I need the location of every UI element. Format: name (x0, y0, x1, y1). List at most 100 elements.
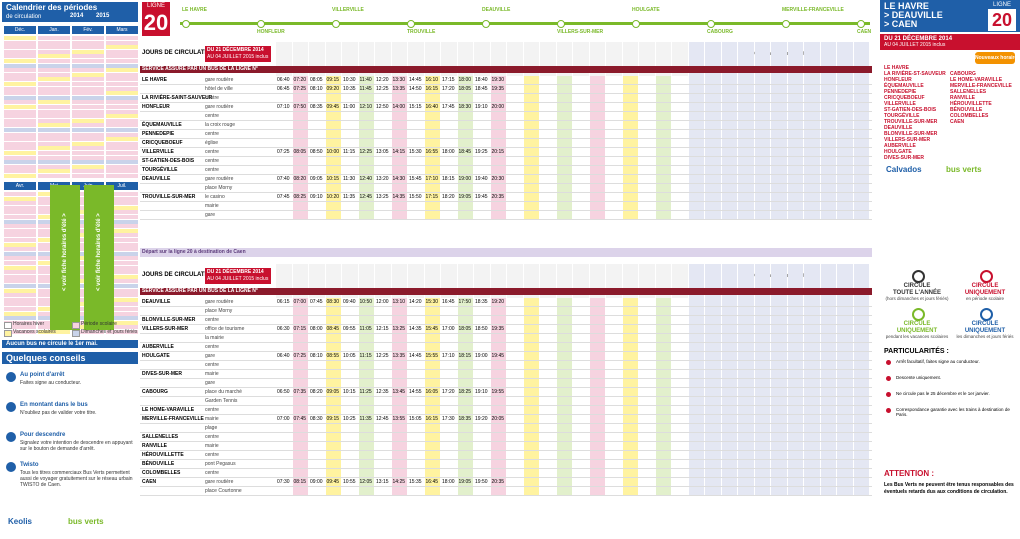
legend-emph: UNIQUEMENT (964, 290, 1006, 296)
legend-swatch (4, 322, 12, 329)
legend-circle (912, 270, 925, 283)
tip-icon (6, 462, 16, 472)
side-town: HONFLEUR (884, 77, 912, 83)
day-cell (4, 151, 36, 155)
time: 13:10 (392, 299, 406, 305)
column (556, 76, 572, 220)
row-rule (140, 342, 872, 343)
time: 07:35 (293, 389, 307, 395)
stop: gare (205, 380, 216, 386)
time: 19:10 (475, 389, 488, 395)
day-cell (106, 141, 138, 146)
column (391, 298, 407, 496)
stop-dot (782, 20, 790, 28)
legend-title: CIRCULE (903, 321, 931, 327)
time: 19:25 (475, 149, 488, 155)
stop: la mairie (205, 335, 224, 341)
time: 14:55 (409, 389, 422, 395)
cal-year: 2015 (96, 13, 110, 19)
stop-dot (257, 20, 265, 28)
time: 06:30 (277, 326, 290, 332)
row-rule (140, 423, 872, 424)
town: LA RIVIÈRE-SAINT-SAUVEUR (142, 95, 213, 101)
day-cell (4, 210, 36, 215)
legend-note: en période scolaire (965, 296, 1005, 301)
tip-title: Twisto (20, 462, 39, 468)
day-cell (106, 137, 138, 142)
time: 14:50 (409, 86, 422, 92)
time: 20:35 (491, 194, 505, 200)
days-label: JOURS DE CIRCULATION (142, 50, 216, 56)
time: 06:15 (277, 299, 290, 305)
day-cell (4, 242, 36, 247)
day-cell (38, 128, 70, 132)
stop: le casino (205, 194, 225, 200)
time: 18:45 (458, 149, 472, 155)
day-cell (72, 77, 104, 82)
day-cell (38, 91, 70, 96)
legend-text: Horaires hiver (13, 321, 45, 327)
day-cell (38, 114, 70, 119)
row-rule (140, 360, 872, 361)
column (325, 76, 341, 220)
day-cell (4, 224, 36, 229)
day-cell (106, 330, 138, 334)
stop: gare routière (205, 479, 234, 485)
stop: mairie (205, 443, 219, 449)
column (655, 298, 671, 496)
row-rule (140, 432, 872, 433)
time: 09:45 (326, 479, 340, 485)
time: 07:25 (277, 149, 290, 155)
day-cell (106, 146, 138, 151)
time: 19:00 (475, 353, 488, 359)
time: 13:15 (376, 479, 389, 485)
month-label: Mars (106, 26, 138, 34)
stop: centre (205, 131, 219, 137)
time: 13:45 (392, 389, 406, 395)
day-cell (72, 132, 104, 137)
day-cell (4, 68, 36, 73)
stop-dot (332, 20, 340, 28)
town: ST-GATIEN-DES-BOIS (142, 158, 195, 164)
time: 06:45 (277, 86, 290, 92)
column (705, 298, 721, 496)
no-service-bar (2, 340, 138, 348)
town: DEAUVILLE (142, 299, 171, 305)
logo: Calvados (886, 165, 922, 174)
town: ÉQUEMAUVILLE (142, 122, 182, 128)
day-cell (4, 36, 36, 40)
stop: gare (205, 353, 216, 359)
day-cell (4, 256, 36, 261)
column (342, 298, 358, 496)
period-box (205, 268, 271, 284)
column (771, 298, 787, 496)
row-rule (140, 315, 872, 316)
column (787, 298, 803, 496)
day-cell (106, 224, 138, 229)
time: 17:00 (442, 326, 455, 332)
day-cell (4, 105, 36, 109)
time: 06:50 (277, 389, 290, 395)
day-cell (4, 270, 36, 275)
row-rule (140, 477, 872, 478)
stop: église (205, 140, 219, 146)
tip-icon (6, 432, 16, 442)
time: 17:30 (442, 416, 455, 422)
day-cell (106, 192, 138, 196)
column (738, 76, 754, 220)
column (573, 298, 589, 496)
time: 12:45 (376, 416, 389, 422)
time: 10:00 (326, 149, 340, 155)
column (820, 76, 836, 220)
period: DU 21 DÉCEMBRE 2014 (207, 269, 264, 275)
day-cell (106, 169, 138, 174)
time: 12:45 (359, 194, 373, 200)
column (523, 76, 539, 220)
time: 19:50 (475, 479, 488, 485)
time: 14:00 (392, 104, 406, 110)
time: 08:00 (310, 326, 323, 332)
day-cell (106, 251, 138, 256)
time: 11:15 (343, 149, 356, 155)
day-cell (38, 82, 70, 86)
route-stop: HONFLEUR (257, 29, 285, 35)
